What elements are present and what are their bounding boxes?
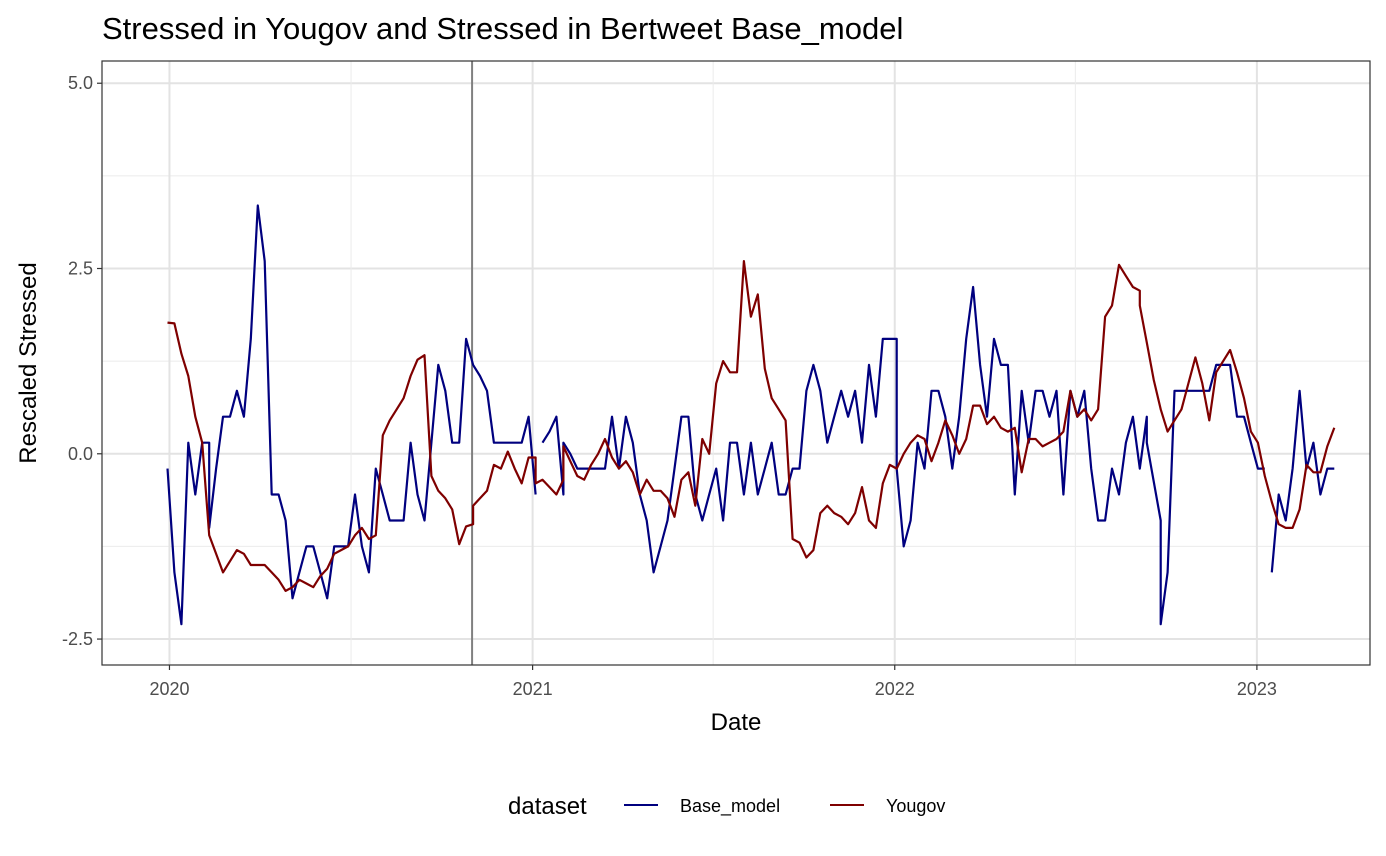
legend-title: dataset — [508, 793, 587, 820]
chart-title: Stressed in Yougov and Stressed in Bertw… — [102, 11, 903, 46]
y-tick-label: -2.5 — [62, 629, 93, 649]
legend: dataset Base_model Yougov — [508, 793, 945, 820]
x-tick-label: 2021 — [513, 679, 553, 699]
y-axis-label: Rescaled Stressed — [15, 262, 42, 463]
y-tick-label: 5.0 — [68, 73, 93, 93]
y-axis: -2.5 0.0 2.5 5.0 — [62, 73, 102, 649]
legend-label-base-model: Base_model — [680, 796, 780, 817]
x-tick-label: 2020 — [149, 679, 189, 699]
series-lines — [166, 204, 1336, 626]
x-axis: 2020 2021 2022 2023 — [149, 665, 1277, 699]
x-tick-label: 2022 — [875, 679, 915, 699]
gridlines — [102, 61, 1370, 665]
x-tick-label: 2023 — [1237, 679, 1277, 699]
y-tick-label: 2.5 — [68, 259, 93, 279]
series-line-yougov — [167, 260, 1336, 592]
x-axis-label: Date — [711, 709, 762, 736]
legend-label-yougov: Yougov — [886, 796, 945, 816]
plot-panel — [102, 61, 1370, 665]
plot-border — [101, 60, 1371, 666]
y-tick-label: 0.0 — [68, 444, 93, 464]
